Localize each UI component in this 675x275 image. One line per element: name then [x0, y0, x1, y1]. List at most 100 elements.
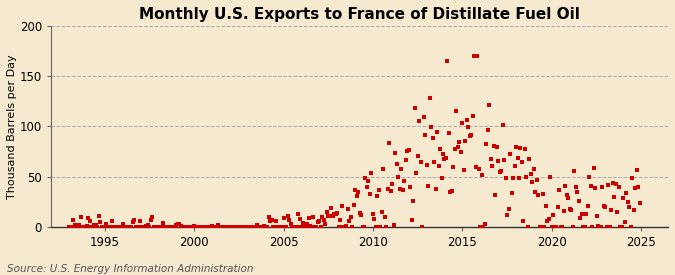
Point — [277, 225, 288, 229]
Point — [142, 223, 153, 227]
Point — [593, 224, 603, 229]
Point — [108, 225, 119, 229]
Point — [132, 225, 143, 229]
Point — [505, 151, 516, 156]
Point — [560, 183, 570, 188]
Point — [275, 225, 286, 229]
Point — [313, 219, 323, 224]
Point — [223, 225, 234, 229]
Point — [405, 185, 416, 189]
Point — [462, 118, 472, 122]
Point — [436, 176, 447, 181]
Point — [475, 225, 485, 229]
Point — [220, 225, 231, 229]
Point — [235, 225, 246, 229]
Point — [494, 170, 505, 174]
Point — [558, 209, 569, 213]
Point — [306, 225, 317, 229]
Point — [68, 218, 79, 222]
Point — [141, 224, 152, 228]
Point — [516, 160, 527, 164]
Point — [225, 225, 236, 229]
Point — [404, 148, 414, 152]
Point — [163, 225, 174, 229]
Point — [107, 219, 117, 223]
Point — [252, 225, 263, 229]
Point — [227, 225, 238, 229]
Point — [506, 191, 517, 195]
Point — [156, 225, 167, 229]
Point — [621, 191, 632, 196]
Point — [458, 167, 469, 172]
Point — [595, 225, 606, 229]
Point — [470, 165, 481, 169]
Point — [80, 225, 90, 229]
Point — [490, 193, 501, 197]
Point — [515, 146, 526, 150]
Point — [84, 219, 95, 223]
Point — [329, 212, 340, 216]
Point — [262, 225, 273, 229]
Point — [536, 225, 547, 229]
Point — [533, 193, 544, 197]
Point — [442, 59, 453, 63]
Point — [497, 123, 508, 127]
Point — [531, 178, 542, 183]
Point — [128, 219, 138, 224]
Point — [184, 225, 195, 229]
Point — [298, 221, 308, 225]
Point — [335, 218, 346, 222]
Point — [377, 210, 387, 214]
Point — [366, 171, 377, 175]
Point — [457, 121, 468, 126]
Point — [342, 207, 353, 211]
Point — [242, 225, 253, 229]
Point — [304, 215, 315, 220]
Point — [445, 190, 456, 194]
Point — [400, 157, 411, 162]
Point — [299, 225, 310, 229]
Point — [281, 225, 292, 229]
Point — [443, 131, 454, 136]
Point — [587, 225, 597, 229]
Point — [341, 224, 352, 229]
Point — [368, 212, 379, 216]
Point — [283, 214, 294, 218]
Point — [508, 176, 518, 180]
Point — [357, 225, 368, 229]
Point — [286, 222, 296, 227]
Point — [241, 225, 252, 229]
Point — [138, 225, 148, 229]
Point — [502, 213, 512, 218]
Point — [245, 225, 256, 229]
Point — [605, 225, 616, 229]
Title: Monthly U.S. Exports to France of Distillate Fuel Oil: Monthly U.S. Exports to France of Distil… — [139, 7, 580, 22]
Point — [406, 218, 417, 222]
Point — [272, 225, 283, 229]
Point — [599, 204, 610, 208]
Point — [145, 218, 156, 222]
Point — [614, 185, 624, 189]
Point — [390, 150, 401, 155]
Point — [263, 215, 274, 219]
Point — [539, 225, 549, 229]
Point — [83, 216, 94, 220]
Point — [265, 219, 275, 223]
Point — [65, 225, 76, 229]
Point — [426, 124, 437, 129]
Point — [399, 179, 410, 183]
Point — [448, 164, 459, 169]
Point — [378, 167, 389, 171]
Point — [136, 225, 147, 229]
Point — [111, 225, 122, 229]
Point — [394, 186, 405, 191]
Point — [326, 206, 337, 210]
Point — [340, 225, 350, 229]
Point — [72, 225, 83, 229]
Point — [383, 187, 394, 191]
Point — [429, 160, 439, 164]
Point — [230, 225, 241, 229]
Point — [573, 199, 584, 204]
Point — [472, 54, 483, 58]
Point — [347, 225, 358, 229]
